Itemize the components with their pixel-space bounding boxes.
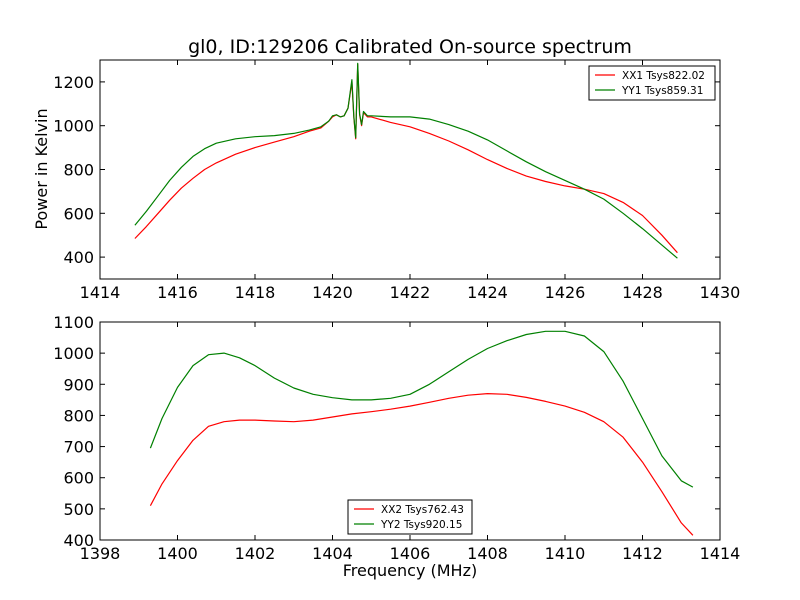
bottom-y-tick-label: 600	[63, 469, 94, 488]
bottom-y-axis: 400 500 600 700 800 900 1000 1100	[53, 313, 720, 550]
top-x-tick-label: 1424	[467, 283, 508, 302]
top-x-tick-label: 1422	[390, 283, 431, 302]
bottom-x-tick-label: 1400	[157, 544, 198, 563]
top-plot-content	[134, 62, 678, 259]
bottom-x-tick-label: 1410	[545, 544, 586, 563]
bottom-series-line-0	[149, 393, 694, 536]
top-y-tick-label: 1000	[53, 117, 94, 136]
top-x-tick-label: 1428	[622, 283, 663, 302]
top-legend-label-0: XX1 Tsys822.02	[622, 70, 705, 82]
top-x-tick-label: 1414	[80, 283, 121, 302]
top-x-tick-label: 1420	[312, 283, 353, 302]
bottom-y-tick-label: 700	[63, 438, 94, 457]
top-series-line-0	[134, 63, 678, 254]
top-y-axis: 400 600 800 1000 1200	[53, 73, 720, 267]
bottom-y-tick-label: 500	[63, 500, 94, 519]
top-y-axis-label: Power in Kelvin	[32, 108, 51, 229]
bottom-y-tick-label: 1100	[53, 313, 94, 332]
bottom-y-tick-label: 800	[63, 406, 94, 425]
bottom-x-tick-label: 1406	[390, 544, 431, 563]
bottom-legend: XX2 Tsys762.43 YY2 Tsys920.15	[347, 499, 473, 535]
top-y-tick-label: 1200	[53, 73, 94, 92]
top-legend-label-1: YY1 Tsys859.31	[621, 85, 703, 97]
bottom-legend-label-0: XX2 Tsys762.43	[381, 504, 464, 516]
bottom-x-tick-label: 1398	[80, 544, 121, 563]
top-legend-box	[588, 65, 716, 101]
top-chart-title: gl0, ID:129206 Calibrated On-source spec…	[188, 36, 632, 58]
bottom-x-axis: 1398 1400 1402 1404 1406 1408 1410 1412 1414	[80, 322, 741, 563]
bottom-x-tick-label: 1408	[467, 544, 508, 563]
top-x-tick-label: 1418	[235, 283, 276, 302]
top-y-tick-label: 400	[63, 248, 94, 267]
bottom-series-line-1	[149, 330, 694, 488]
top-x-tick-label: 1430	[700, 283, 741, 302]
top-x-tick-label: 1416	[157, 283, 198, 302]
bottom-y-tick-label: 400	[63, 531, 94, 550]
top-x-axis: 1414 1416 1418 1420 1422 1424 1426 1428 1430	[80, 60, 741, 302]
top-legend: XX1 Tsys822.02 YY1 Tsys859.31	[588, 65, 716, 101]
top-plot-panel: gl0, ID:129206 Calibrated On-source spec…	[32, 36, 740, 302]
top-x-tick-label: 1426	[545, 283, 586, 302]
bottom-y-tick-label: 900	[63, 375, 94, 394]
bottom-x-tick-label: 1412	[622, 544, 663, 563]
bottom-plot-panel: Frequency (MHz) 1398 1400 1402 1404 1406 1408…	[53, 313, 740, 580]
bottom-x-tick-label: 1404	[312, 544, 353, 563]
bottom-x-tick-label: 1414	[700, 544, 741, 563]
bottom-plot-content	[149, 330, 694, 536]
bottom-legend-box	[347, 499, 473, 535]
bottom-x-axis-label: Frequency (MHz)	[343, 561, 477, 580]
top-y-tick-label: 600	[63, 204, 94, 223]
bottom-x-tick-label: 1402	[235, 544, 276, 563]
bottom-y-tick-label: 1000	[53, 344, 94, 363]
top-series-line-1	[134, 62, 678, 259]
bottom-legend-label-1: YY2 Tsys920.15	[380, 519, 462, 531]
top-y-tick-label: 800	[63, 161, 94, 180]
